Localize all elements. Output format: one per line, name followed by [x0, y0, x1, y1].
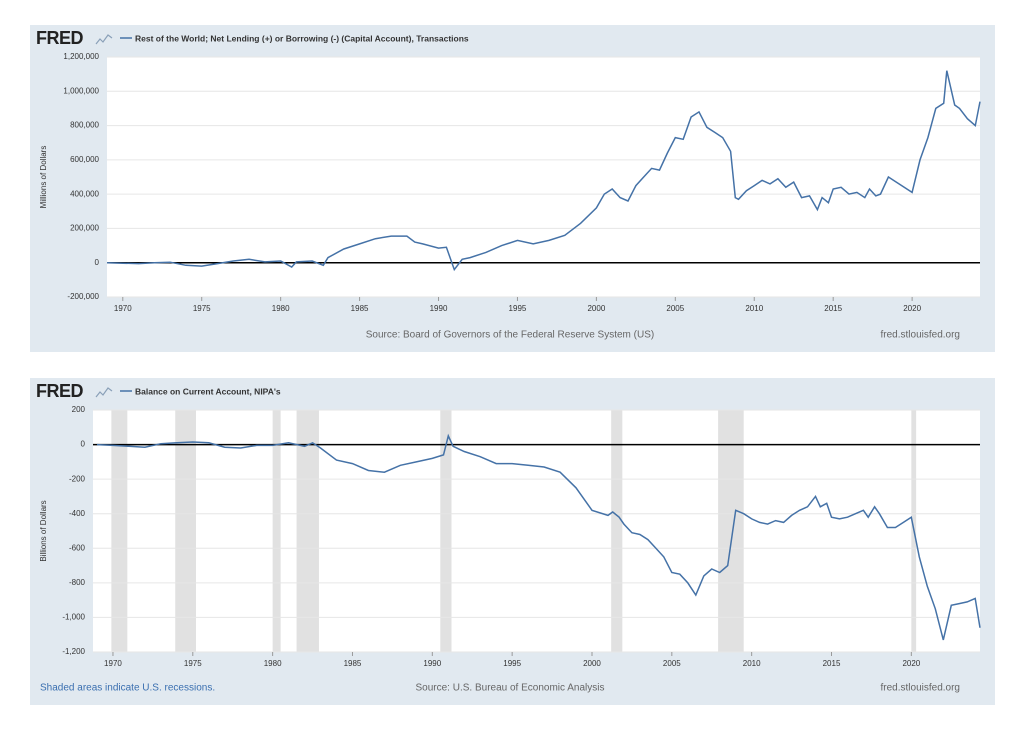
x-tick-label: 2020	[902, 659, 920, 668]
y-tick-label: 1,000,000	[63, 86, 99, 95]
y-tick-label: 200	[72, 405, 86, 414]
x-tick-label: 2010	[743, 659, 761, 668]
recession-band	[111, 410, 128, 652]
x-tick-label: 1985	[344, 659, 362, 668]
site: fred.stlouisfed.org	[881, 683, 961, 694]
recession-band	[440, 410, 452, 652]
y-tick-label: 600,000	[70, 155, 99, 164]
y-tick-label: 200,000	[70, 224, 99, 233]
x-tick-label: 1985	[351, 304, 369, 313]
logo-icon	[95, 34, 113, 45]
site: fred.stlouisfed.org	[881, 330, 961, 341]
y-tick-label: 800,000	[70, 121, 99, 130]
x-tick-label: 1990	[430, 304, 448, 313]
recession-note: Shaded areas indicate U.S. recessions.	[40, 683, 215, 694]
source: Source: U.S. Bureau of Economic Analysis	[416, 683, 605, 694]
y-axis-label: Millions of Dollars	[39, 146, 48, 209]
y-tick-label: -800	[69, 578, 86, 587]
source: Source: Board of Governors of the Federa…	[366, 330, 654, 341]
x-tick-label: 2010	[745, 304, 763, 313]
x-tick-label: 2005	[666, 304, 684, 313]
y-tick-label: -1,200	[62, 647, 85, 656]
x-tick-label: 1995	[503, 659, 521, 668]
x-tick-label: 2015	[824, 304, 842, 313]
plot-area	[107, 57, 980, 297]
y-tick-label: -200	[69, 474, 86, 483]
series-line	[106, 70, 981, 272]
y-tick-label: 400,000	[70, 189, 99, 198]
y-tick-label: 0	[81, 440, 86, 449]
y-axis-label: Billions of Dollars	[39, 500, 48, 561]
logo: FRED	[36, 381, 84, 401]
recession-band	[175, 410, 196, 652]
recession-band	[718, 410, 744, 652]
x-tick-label: 2005	[663, 659, 681, 668]
chart-panel: FRED Rest of the World; Net Lending (+) o…	[30, 25, 995, 352]
y-tick-label: -600	[69, 543, 86, 552]
chart-title: Balance on Current Account, NIPA's	[135, 386, 281, 396]
y-tick-label: 1,200,000	[63, 52, 99, 61]
x-tick-label: 1975	[193, 304, 211, 313]
recession-band	[611, 410, 623, 652]
x-tick-label: 2000	[583, 659, 601, 668]
x-tick-label: 1990	[423, 659, 441, 668]
logo-icon	[95, 387, 113, 398]
y-tick-label: -200,000	[67, 292, 99, 301]
y-tick-label: -400	[69, 509, 86, 518]
logo: FRED	[36, 28, 84, 48]
x-tick-label: 1980	[264, 659, 282, 668]
x-tick-label: 2020	[903, 304, 921, 313]
plot-area	[93, 410, 980, 652]
chart-panel: FRED Balance on Current Account, NIPA's -1…	[30, 378, 995, 705]
series-line	[96, 433, 981, 641]
x-tick-label: 1975	[184, 659, 202, 668]
x-tick-label: 1970	[114, 304, 132, 313]
x-tick-label: 1980	[272, 304, 290, 313]
y-tick-label: -1,000	[62, 613, 85, 622]
x-tick-label: 1970	[104, 659, 122, 668]
x-tick-label: 2000	[587, 304, 605, 313]
x-tick-label: 2015	[823, 659, 841, 668]
x-tick-label: 1995	[509, 304, 527, 313]
y-tick-label: 0	[95, 258, 100, 267]
recession-band	[272, 410, 281, 652]
recession-band	[296, 410, 319, 652]
chart-title: Rest of the World; Net Lending (+) or Bo…	[135, 33, 469, 43]
